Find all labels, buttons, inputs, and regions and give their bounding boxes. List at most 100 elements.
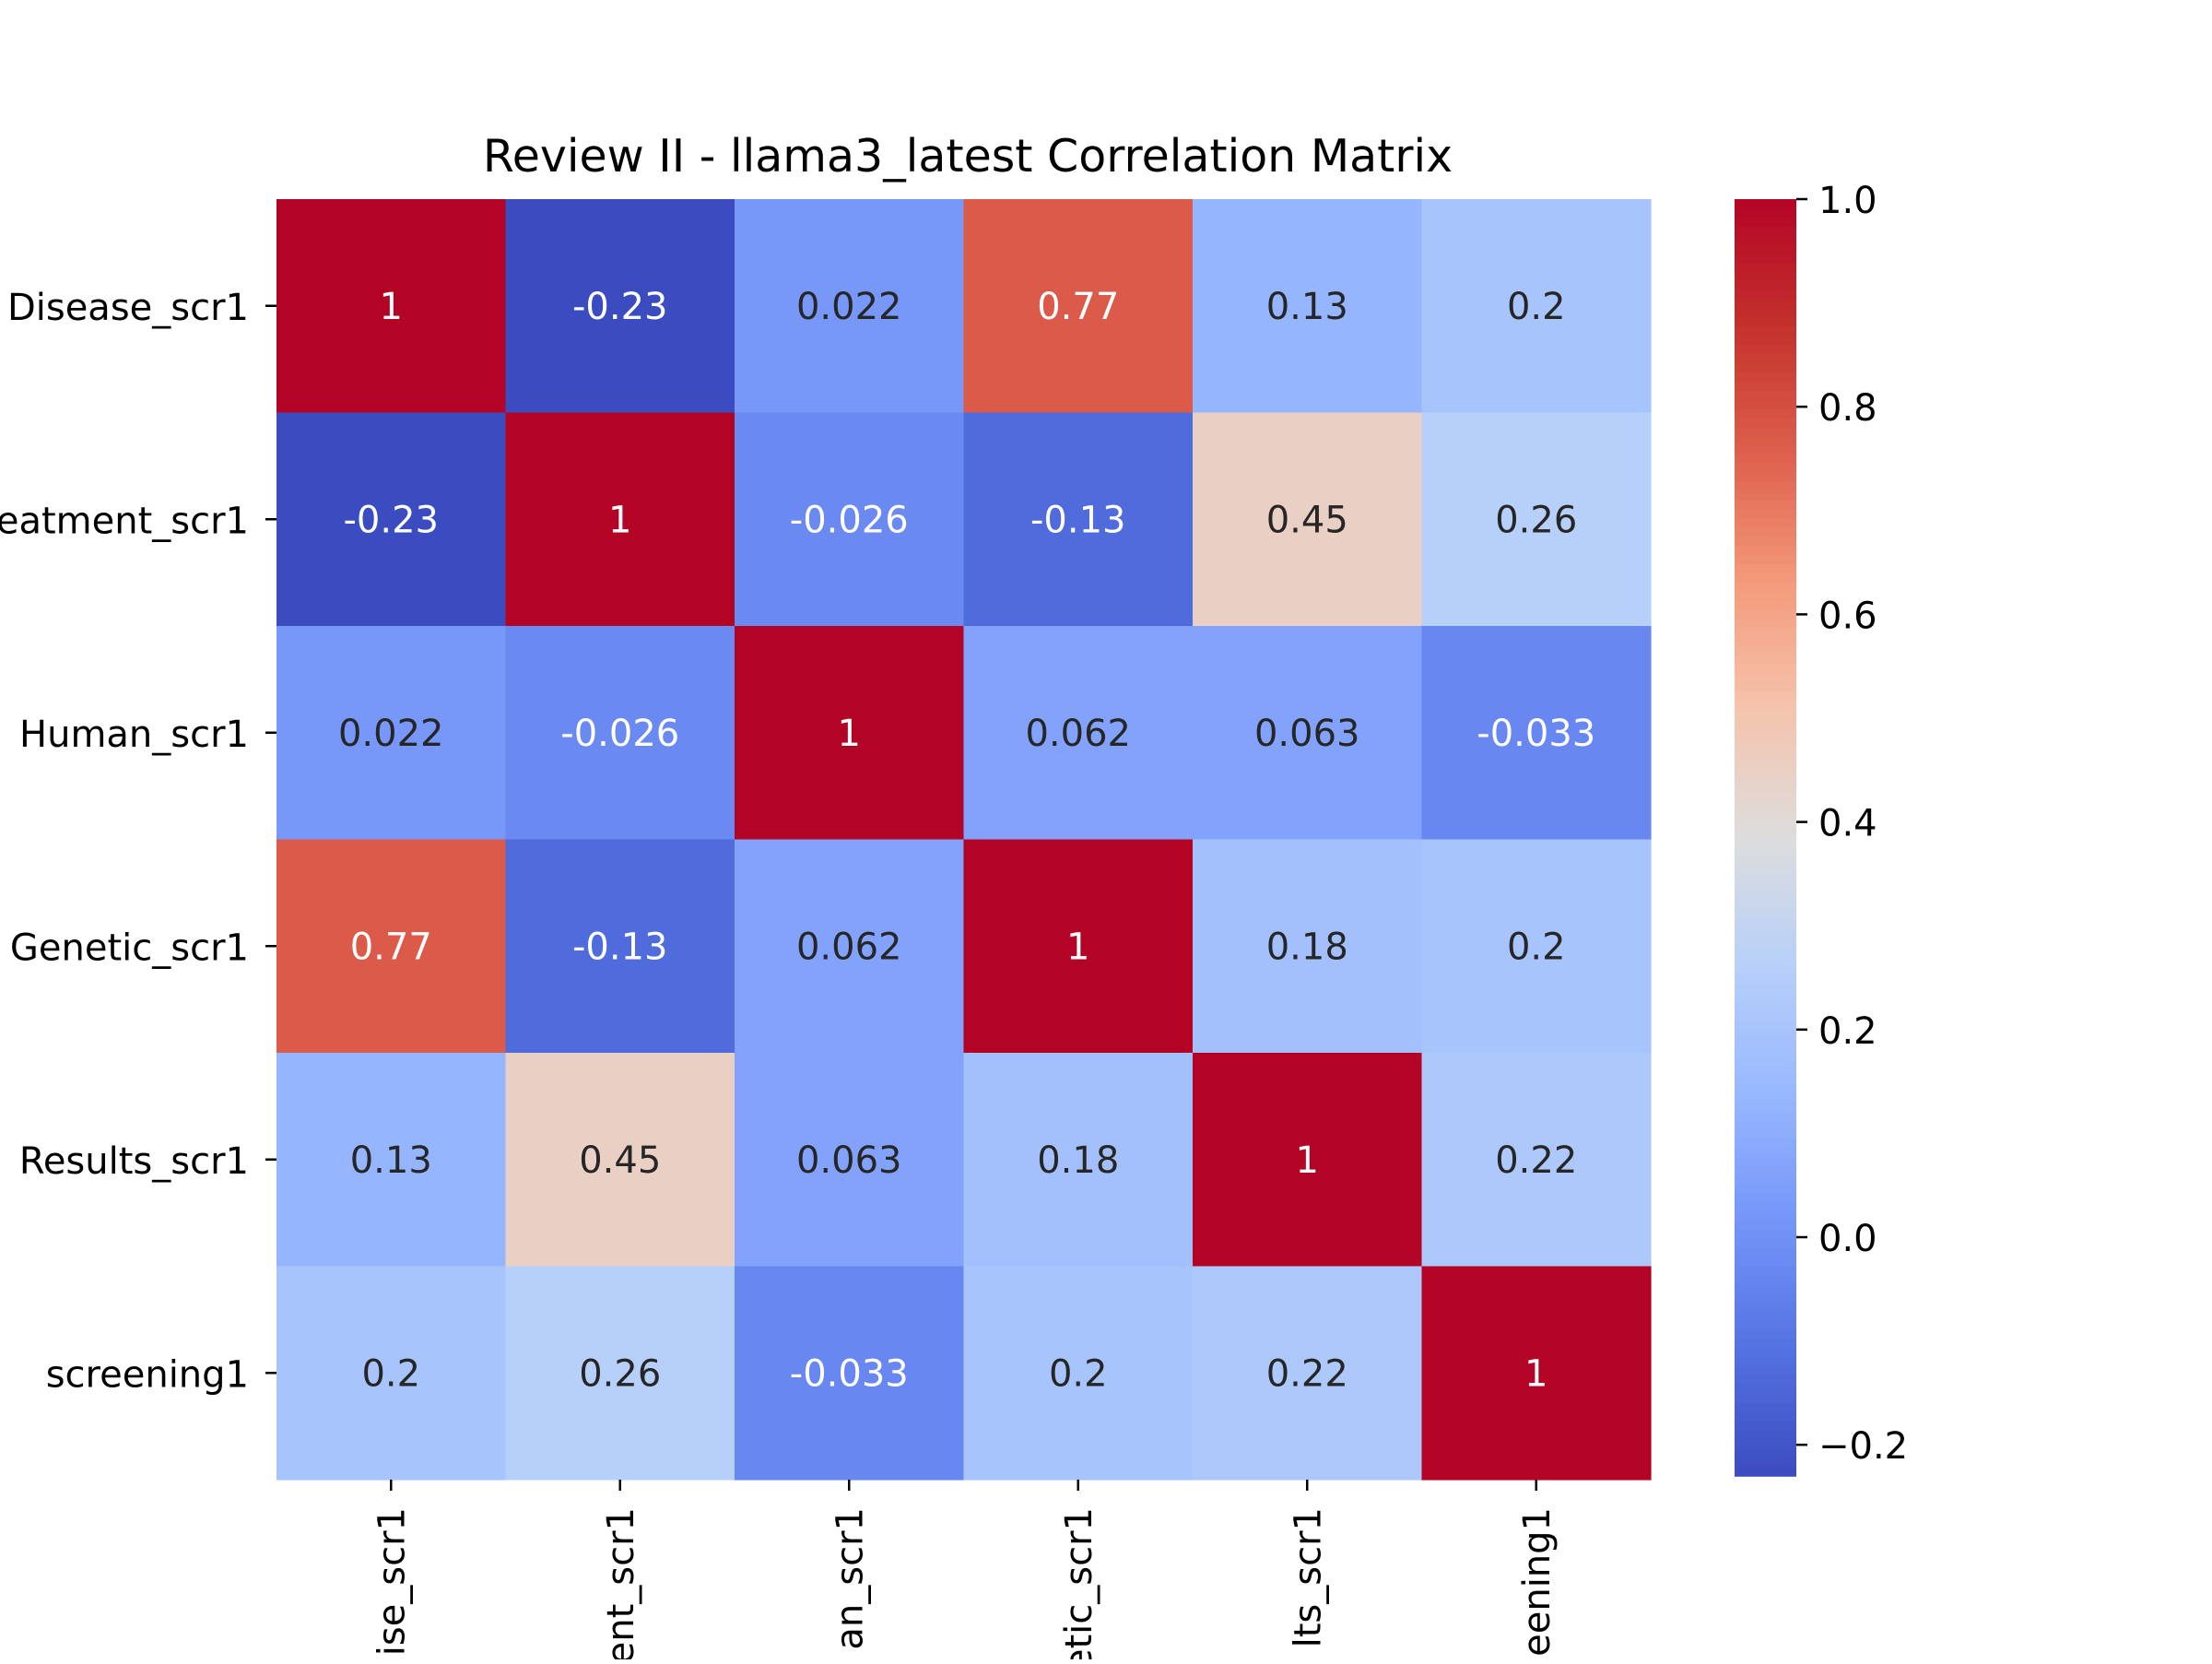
cell-value-label: 0.18	[1037, 1139, 1119, 1182]
colorbar-gradient-strip	[1735, 1020, 1796, 1031]
colorbar-gradient-strip	[1735, 1448, 1796, 1459]
colorbar-gradient-strip	[1735, 1010, 1796, 1021]
x-tick-label: lts_scr1	[1287, 1507, 1329, 1647]
colorbar-gradient-strip	[1735, 454, 1796, 465]
colorbar-gradient-strip	[1735, 463, 1796, 474]
cell-value-label: 0.063	[1254, 713, 1360, 755]
colorbar-gradient-strip	[1735, 1402, 1796, 1413]
cell-value-label: 1	[380, 286, 403, 328]
heatmap-cell	[1193, 839, 1423, 1054]
colorbar-gradient-strip	[1735, 1411, 1796, 1422]
y-tick-label: screening1	[46, 1353, 249, 1396]
colorbar-gradient-strip	[1735, 882, 1796, 893]
colorbar-gradient-strip	[1735, 1221, 1796, 1231]
x-tick-label: ise_scr1	[371, 1507, 413, 1656]
colorbar-gradient-strip	[1735, 636, 1796, 647]
colorbar-gradient-strip	[1735, 1293, 1796, 1304]
colorbar-gradient-strip	[1735, 1129, 1796, 1139]
colorbar-gradient-strip	[1735, 235, 1796, 246]
colorbar-tick-label: 0.4	[1818, 803, 1877, 845]
heatmap-cell	[1193, 412, 1423, 627]
heatmap-cell	[735, 1053, 965, 1268]
heatmap-cell	[1421, 626, 1652, 841]
heatmap-cell	[735, 412, 965, 627]
colorbar-gradient-strip	[1735, 901, 1796, 912]
cell-value-label: 0.13	[1266, 286, 1348, 328]
colorbar-gradient-strip	[1735, 545, 1796, 556]
colorbar-gradient-strip	[1735, 527, 1796, 537]
cell-value-label: -0.033	[790, 1352, 909, 1395]
colorbar-gradient-strip	[1735, 746, 1796, 757]
colorbar-tick-label: 0.8	[1818, 387, 1877, 430]
colorbar-gradient-strip	[1735, 1366, 1796, 1376]
colorbar-gradient-strip	[1735, 1229, 1796, 1240]
x-tick-label: eening1	[1516, 1507, 1559, 1657]
colorbar-gradient-strip	[1735, 664, 1796, 675]
colorbar-gradient-strip	[1735, 372, 1796, 383]
colorbar-gradient-strip	[1735, 701, 1796, 711]
colorbar-gradient-strip	[1735, 582, 1796, 593]
colorbar-gradient-strip	[1735, 800, 1796, 811]
cell-value-label: 0.22	[1266, 1352, 1348, 1395]
colorbar-gradient-strip	[1735, 718, 1796, 729]
colorbar-gradient-strip	[1735, 809, 1796, 820]
colorbar-gradient-strip	[1735, 537, 1796, 547]
colorbar-gradient-strip	[1735, 281, 1796, 291]
colorbar-gradient-strip	[1735, 737, 1796, 748]
colorbar-gradient-strip	[1735, 1120, 1796, 1130]
colorbar-gradient-strip	[1735, 1038, 1796, 1048]
colorbar-gradient-strip	[1735, 1065, 1796, 1076]
colorbar-gradient-strip	[1735, 308, 1796, 319]
cell-value-label: 0.063	[796, 1139, 902, 1182]
colorbar-gradient-strip	[1735, 1111, 1796, 1121]
colorbar-gradient-strip	[1735, 891, 1796, 903]
colorbar-gradient-strip	[1735, 619, 1796, 629]
heatmap-cell	[276, 412, 507, 627]
cell-value-label: 0.26	[579, 1352, 661, 1395]
colorbar-gradient-strip	[1735, 1266, 1796, 1277]
colorbar-gradient-strip	[1735, 1467, 1796, 1477]
heatmap-cell	[963, 1266, 1194, 1481]
colorbar-gradient-strip	[1735, 509, 1796, 520]
cell-value-label: 0.062	[796, 926, 902, 968]
colorbar-gradient-strip	[1735, 390, 1796, 401]
cell-value-label: 0.77	[1037, 286, 1119, 328]
heatmap-cell	[276, 199, 507, 414]
cell-value-label: -0.23	[344, 499, 440, 541]
colorbar-gradient-strip	[1735, 1138, 1796, 1149]
colorbar-tick-label: 0.6	[1818, 595, 1877, 637]
colorbar-gradient-strip	[1735, 974, 1796, 985]
colorbar-gradient-strip	[1735, 1174, 1796, 1186]
colorbar-gradient-strip	[1735, 928, 1796, 939]
colorbar-gradient-strip	[1735, 673, 1796, 684]
cell-value-label: 0.2	[1507, 286, 1566, 328]
cell-value-label: 0.2	[1507, 926, 1566, 968]
heatmap-cell	[1421, 412, 1652, 627]
colorbar-gradient-strip	[1735, 710, 1796, 720]
colorbar-gradient-strip	[1735, 1211, 1796, 1221]
cell-value-label: 0.022	[796, 286, 902, 328]
colorbar-gradient-strip	[1735, 326, 1796, 337]
colorbar-gradient-strip	[1735, 983, 1796, 994]
colorbar-gradient-strip	[1735, 1348, 1796, 1359]
colorbar-gradient-strip	[1735, 1375, 1796, 1386]
cell-value-label: -0.13	[1030, 499, 1126, 541]
column-labels: ise_scr1 ent_scr1 an_scr1 etic_scr1 lts_scr1…	[371, 1480, 1559, 1659]
cell-value-label: 1	[1296, 1139, 1319, 1182]
colorbar-gradient-strip	[1735, 910, 1796, 921]
cell-value-label: 0.2	[361, 1352, 420, 1395]
colorbar-gradient-strip	[1735, 1083, 1796, 1094]
heatmap-cell	[963, 1053, 1194, 1268]
colorbar-gradient-strip	[1735, 1184, 1796, 1195]
colorbar-gradient-strip	[1735, 682, 1796, 693]
colorbar-gradient-strip	[1735, 500, 1796, 511]
colorbar-gradient-strip	[1735, 591, 1796, 602]
colorbar-gradient-strip	[1735, 1275, 1796, 1286]
cell-value-label: -0.23	[572, 286, 668, 328]
colorbar-gradient-strip	[1735, 965, 1796, 975]
colorbar-gradient-strip	[1735, 436, 1796, 446]
colorbar-gradient-strip	[1735, 381, 1796, 392]
colorbar-gradient-strip	[1735, 345, 1796, 355]
heatmap-cell	[1193, 626, 1423, 841]
colorbar: −0.2 0.0 0.2 0.4 0.6 0.8 1.0	[1735, 180, 1908, 1477]
